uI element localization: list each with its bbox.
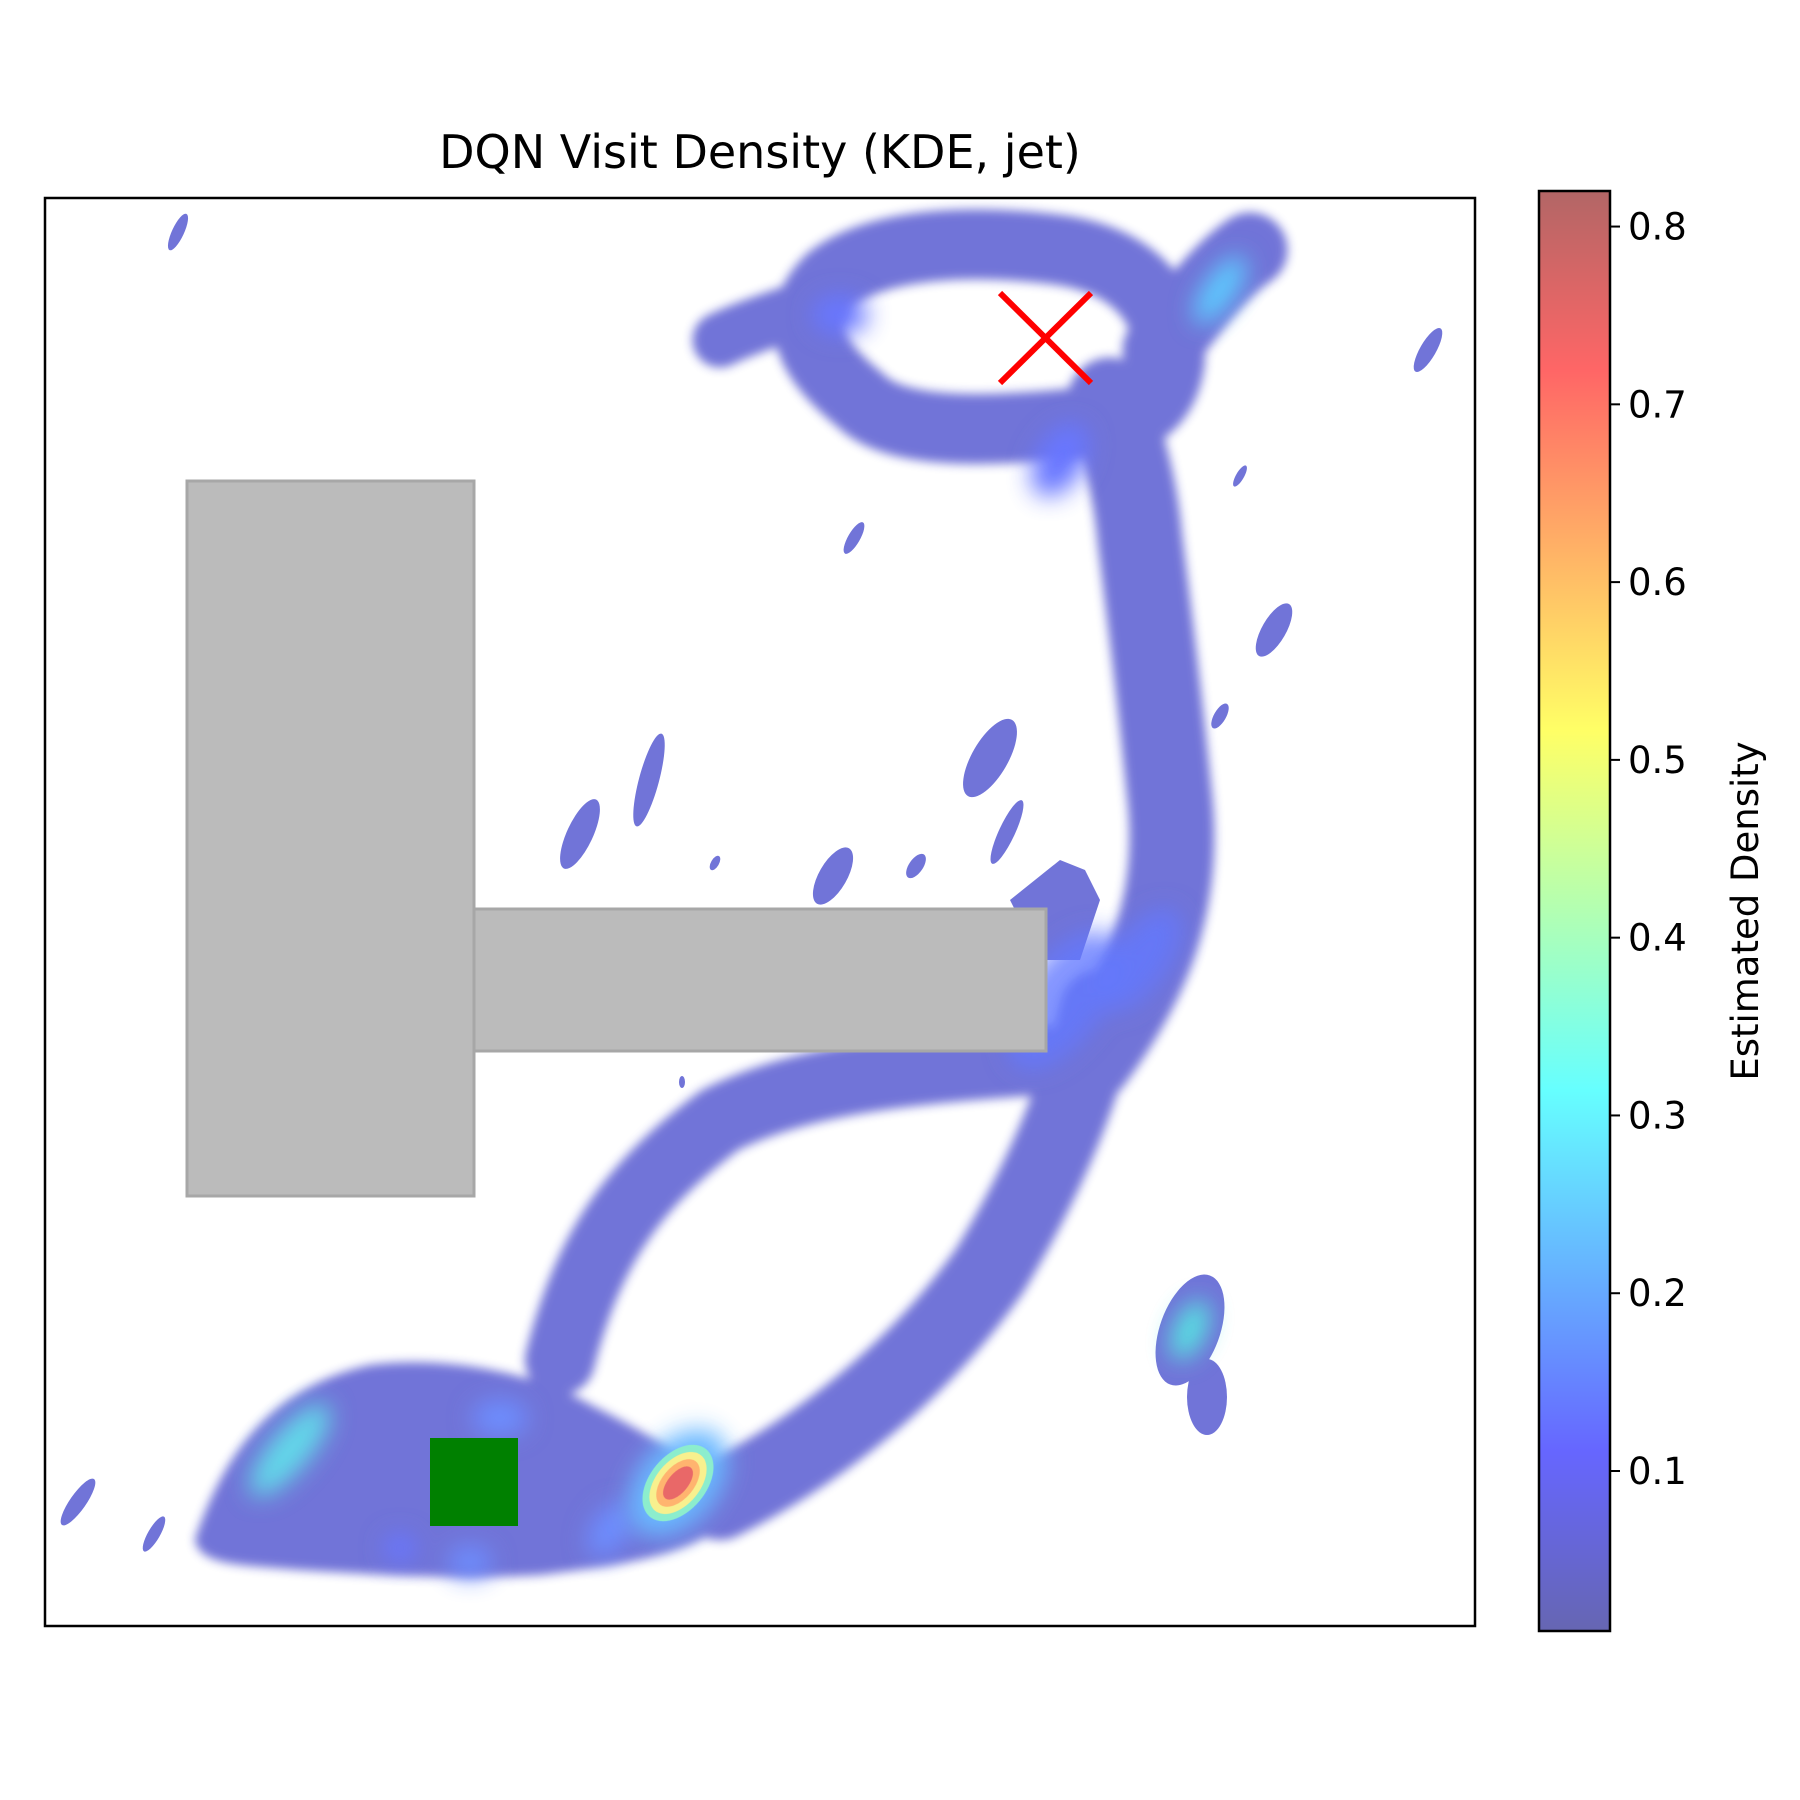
- density-speck: [963, 718, 1017, 798]
- density-hotspot: [812, 295, 868, 335]
- colorbar: 0.1 0.2 0.3 0.4 0.5 0.6 0.7 0.8 Estimated Densi…: [1537, 189, 1767, 1633]
- colorbar-tick-label: 0.5: [1628, 739, 1687, 782]
- density-speck: [1255, 603, 1293, 657]
- density-speck: [709, 855, 721, 871]
- density-speck: [1413, 327, 1443, 373]
- density-path-upper-branch: [525, 1025, 1075, 1395]
- chart-title: DQN Visit Density (KDE, jet): [439, 125, 1081, 179]
- density-speck: [167, 213, 189, 251]
- colorbar-frame: [1537, 189, 1612, 1633]
- obstacle-horizontal-arm: [472, 907, 1048, 1053]
- density-speck: [1187, 1359, 1227, 1435]
- density-speck: [906, 853, 926, 879]
- density-speck: [843, 522, 865, 554]
- density-hotspot: [1170, 1300, 1210, 1360]
- density-speck: [812, 847, 854, 905]
- density-hotspot: [384, 1534, 416, 1562]
- density-hotspot: [472, 1400, 528, 1436]
- colorbar-tick-label: 0.1: [1628, 1450, 1687, 1493]
- colorbar-tick-label: 0.8: [1628, 206, 1687, 249]
- density-hotspot: [448, 1546, 492, 1578]
- obstacle-vertical-block: [185, 479, 476, 1198]
- goal-marker: [997, 290, 1094, 386]
- density-hotspot: [1098, 908, 1182, 1012]
- density-speck: [990, 800, 1024, 864]
- colorbar-tick-label: 0.2: [1628, 1272, 1687, 1315]
- colorbar-tick-label: 0.4: [1628, 917, 1687, 960]
- colorbar-ticks: 0.1 0.2 0.3 0.4 0.5 0.6 0.7 0.8: [1610, 206, 1687, 1493]
- colorbar-tick-label: 0.7: [1628, 383, 1687, 426]
- density-speck: [560, 799, 600, 869]
- density-speck: [633, 733, 665, 827]
- density-speck: [679, 1076, 685, 1088]
- density-peak-main: [627, 1428, 729, 1538]
- colorbar-tick-label: 0.3: [1628, 1094, 1687, 1137]
- density-speck: [1233, 465, 1247, 487]
- density-speck: [142, 1516, 166, 1552]
- density-hotspot: [249, 1403, 331, 1497]
- density-hotspot: [587, 1503, 633, 1557]
- colorbar-label: Estimated Density: [1724, 741, 1767, 1080]
- density-hotspot: [1193, 255, 1247, 325]
- density-speck: [60, 1478, 96, 1526]
- density-speck: [1211, 703, 1229, 729]
- density-path-top-left-tail: [692, 282, 828, 368]
- density-hotspot: [1031, 423, 1089, 497]
- colorbar-tick-label: 0.6: [1628, 561, 1687, 604]
- axes-frame: [43, 196, 1477, 1628]
- obstacles: [185, 479, 1048, 1198]
- plot-area: [43, 196, 1477, 1628]
- colorbar-gradient: [1539, 191, 1610, 1631]
- start-marker: [430, 1438, 518, 1526]
